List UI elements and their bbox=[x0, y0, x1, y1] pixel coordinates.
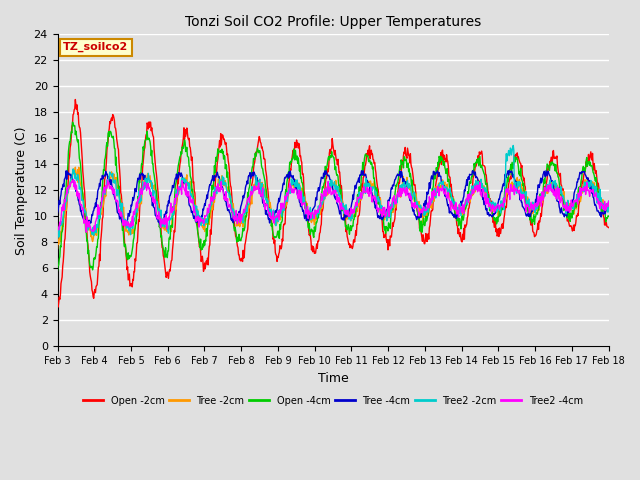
Text: TZ_soilco2: TZ_soilco2 bbox=[63, 42, 128, 52]
Title: Tonzi Soil CO2 Profile: Upper Temperatures: Tonzi Soil CO2 Profile: Upper Temperatur… bbox=[185, 15, 481, 29]
Legend: Open -2cm, Tree -2cm, Open -4cm, Tree -4cm, Tree2 -2cm, Tree2 -4cm: Open -2cm, Tree -2cm, Open -4cm, Tree -4… bbox=[79, 392, 587, 409]
Y-axis label: Soil Temperature (C): Soil Temperature (C) bbox=[15, 126, 28, 254]
X-axis label: Time: Time bbox=[317, 372, 348, 384]
